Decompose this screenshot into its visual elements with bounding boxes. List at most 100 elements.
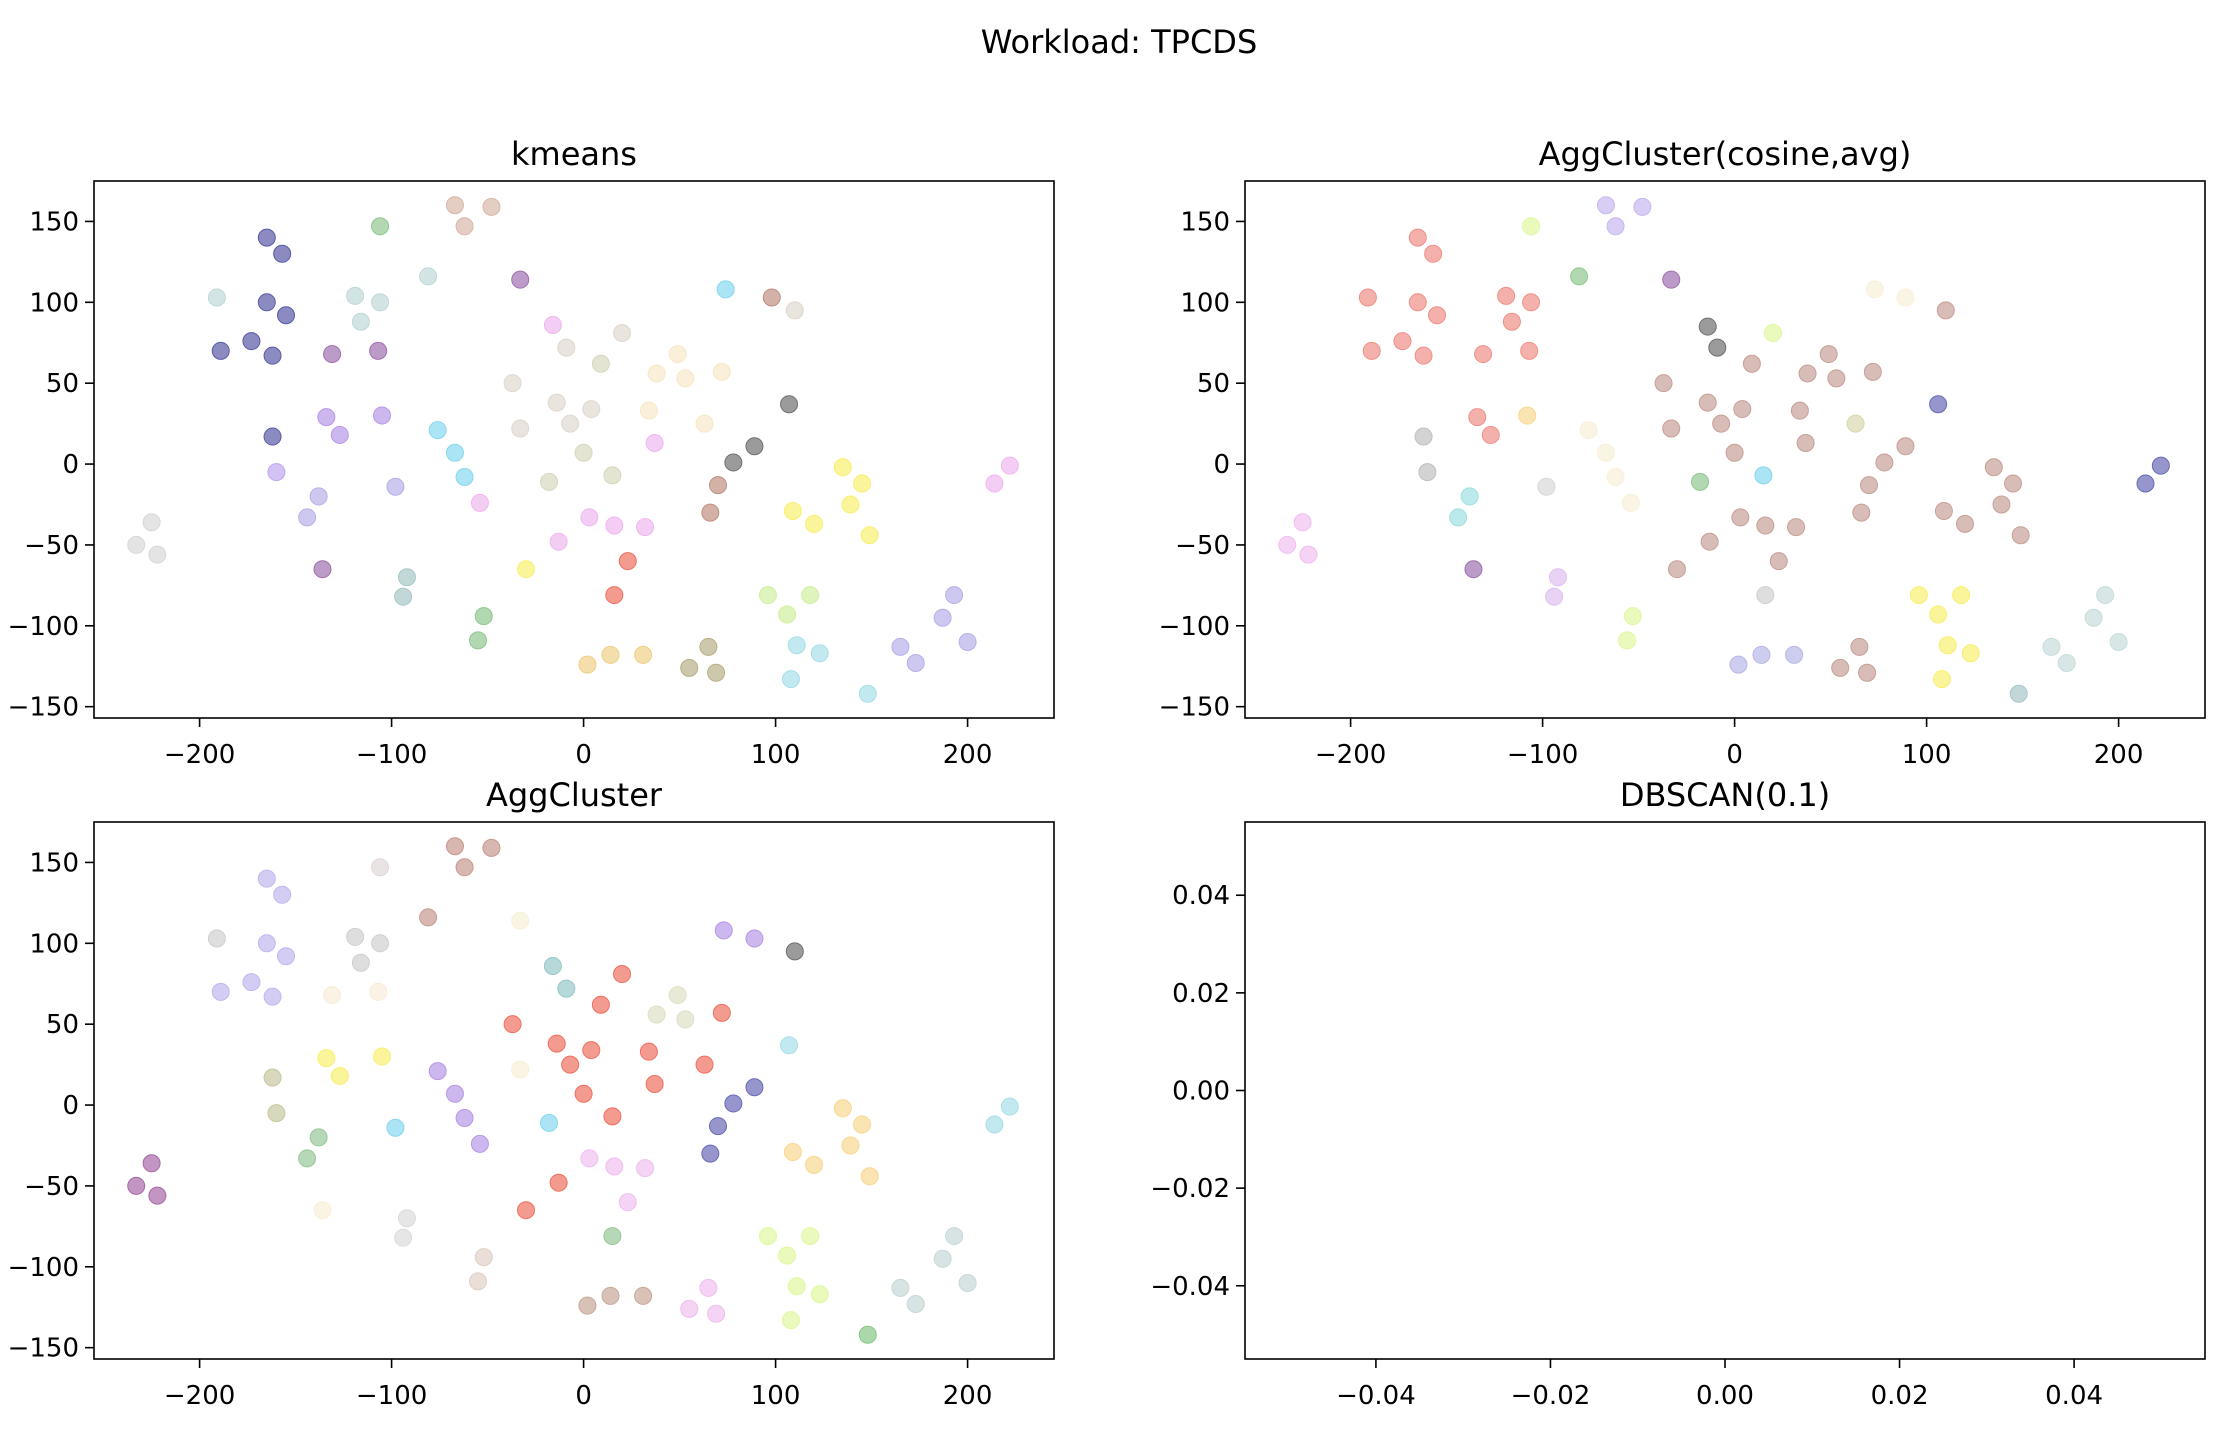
data-point xyxy=(1299,545,1318,564)
y-tick-label: 50 xyxy=(46,1010,79,1040)
data-point xyxy=(455,1108,474,1127)
data-point xyxy=(1502,312,1521,331)
data-point xyxy=(323,986,342,1005)
data-point xyxy=(780,1036,799,1055)
data-point xyxy=(547,393,566,412)
data-point xyxy=(2096,586,2115,605)
y-tick-label: 150 xyxy=(1180,207,1230,237)
data-point xyxy=(906,654,925,673)
data-point xyxy=(645,434,664,453)
data-point xyxy=(1449,508,1468,527)
data-point xyxy=(1850,637,1869,656)
data-point xyxy=(1863,362,1882,381)
data-point xyxy=(676,369,695,388)
data-point xyxy=(1992,495,2011,514)
data-point xyxy=(263,987,282,1006)
data-point xyxy=(645,1075,664,1094)
data-point xyxy=(636,1159,655,1178)
data-point xyxy=(582,1041,601,1060)
data-point xyxy=(668,345,687,364)
data-point xyxy=(712,1003,731,1022)
data-point xyxy=(1596,196,1615,215)
data-point xyxy=(1865,280,1884,299)
data-point xyxy=(985,474,1004,493)
data-point xyxy=(2004,474,2022,493)
data-point xyxy=(2011,526,2030,545)
data-point xyxy=(1358,288,1377,307)
data-point xyxy=(2109,632,2128,651)
data-point xyxy=(933,1249,952,1268)
subplot-dbscan: DBSCAN(0.1) −0.04 −0.02 0.00 0.02 0.04 0.04 0.0… xyxy=(1150,776,2206,1411)
y-tick-label: 50 xyxy=(46,369,79,399)
data-point xyxy=(445,196,464,215)
subplot-aggcluster-cosine-avg: AggCluster(cosine,avg) −200 −100 0 100 200 150… xyxy=(1159,135,2206,770)
data-point xyxy=(1518,406,1537,425)
data-point xyxy=(557,338,576,357)
x-tick-label: −200 xyxy=(164,1381,235,1411)
data-point xyxy=(1932,670,1951,689)
data-point xyxy=(578,1296,597,1315)
data-point xyxy=(591,354,610,373)
data-point xyxy=(1522,293,1541,312)
data-point xyxy=(1548,568,1567,587)
data-point xyxy=(1819,345,1838,364)
y-tick-label: 0 xyxy=(1213,450,1230,480)
data-point xyxy=(1769,552,1788,571)
data-point xyxy=(618,1193,637,1212)
data-point xyxy=(557,979,576,998)
data-point xyxy=(785,301,804,320)
data-point xyxy=(1896,437,1915,456)
data-point xyxy=(1000,456,1019,475)
axes-frame xyxy=(93,821,1055,1360)
data-point xyxy=(636,518,655,537)
data-point xyxy=(386,1118,405,1137)
data-point xyxy=(695,1055,714,1074)
data-point xyxy=(1623,607,1642,626)
axes-frame xyxy=(1244,180,2206,719)
data-point xyxy=(313,560,332,579)
data-point xyxy=(474,607,493,626)
data-point xyxy=(543,315,562,334)
data-point xyxy=(745,437,764,456)
data-point xyxy=(860,1167,879,1186)
subplot-aggcluster: AggCluster −200 −100 0 100 200 150 100 50 0 −50 −10… xyxy=(8,776,1055,1411)
data-point xyxy=(309,1128,328,1147)
data-point xyxy=(428,421,447,440)
data-point xyxy=(1858,663,1877,682)
data-point xyxy=(1474,345,1493,364)
data-point xyxy=(906,1295,925,1314)
data-point xyxy=(1497,286,1516,305)
y-tick-label: −150 xyxy=(1159,693,1230,723)
data-point xyxy=(455,858,474,877)
data-point xyxy=(1952,586,1971,605)
data-point xyxy=(603,466,622,485)
data-point xyxy=(257,934,276,953)
data-point xyxy=(1831,658,1850,677)
axes-frame xyxy=(93,180,1055,719)
data-point xyxy=(1875,453,1894,472)
subplot-title: kmeans xyxy=(511,135,637,173)
data-point xyxy=(580,508,599,527)
data-point xyxy=(1691,472,1710,491)
data-point xyxy=(142,1154,161,1173)
data-point xyxy=(257,293,276,312)
data-point xyxy=(273,885,292,904)
data-point xyxy=(455,467,474,486)
data-point xyxy=(1827,369,1846,388)
data-point xyxy=(758,1227,777,1246)
data-point xyxy=(695,414,714,433)
data-point xyxy=(601,1286,620,1305)
data-point xyxy=(605,1157,624,1176)
data-point xyxy=(1468,408,1487,427)
data-point xyxy=(1633,197,1652,216)
data-point xyxy=(1537,477,1556,496)
data-point xyxy=(1956,514,1974,533)
data-point xyxy=(958,1273,977,1292)
y-tick-label: −0.04 xyxy=(1150,1272,1230,1302)
data-point xyxy=(716,280,735,299)
data-point xyxy=(263,427,282,446)
data-point xyxy=(273,244,292,263)
data-point xyxy=(517,560,535,579)
data-point xyxy=(543,956,562,975)
data-point xyxy=(346,286,365,305)
